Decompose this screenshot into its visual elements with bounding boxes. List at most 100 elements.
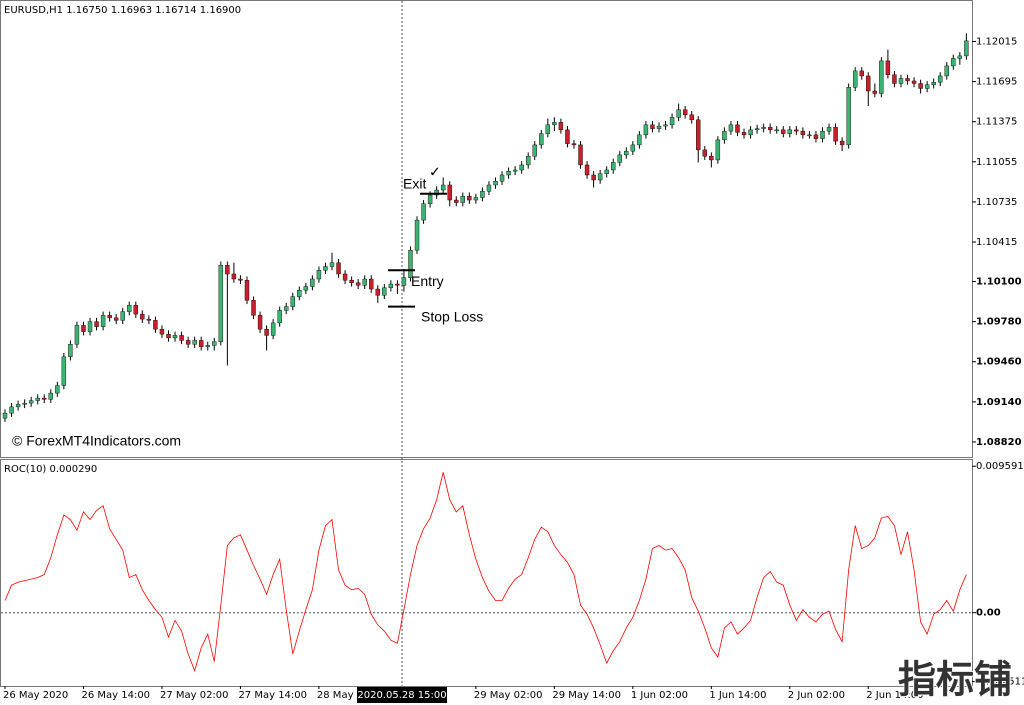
candle-body (624, 150, 629, 156)
candle-body (107, 315, 112, 319)
x-tick-label: 26 May 2020 (3, 690, 68, 701)
check-mark: ✓ (429, 163, 441, 179)
candle-body (42, 397, 47, 400)
candle-body (270, 322, 276, 336)
candle-body (597, 173, 603, 181)
candle-body (558, 122, 564, 131)
candle-body (349, 280, 354, 283)
candle-body (87, 321, 93, 332)
y-tick-label: 1.11055 (976, 157, 1017, 168)
candle-body (748, 129, 753, 136)
candle-body (813, 134, 819, 139)
candle-body (355, 282, 361, 286)
candle-body (395, 283, 400, 286)
candle-body (192, 340, 197, 345)
candle-body (715, 139, 721, 161)
candle-body (388, 283, 394, 288)
x-tick-label: 2 Jun 02:00 (788, 690, 845, 701)
candle-body (820, 130, 825, 139)
candle-body (905, 78, 910, 82)
candle-body (938, 75, 943, 83)
candle-body (526, 155, 531, 166)
candle-body (473, 197, 479, 201)
candle-body (140, 313, 145, 320)
candle-body (853, 70, 858, 88)
candle-body (924, 84, 930, 89)
candle-body (231, 273, 237, 280)
candle-body (486, 184, 492, 192)
candle-body (839, 140, 845, 146)
candle-body (336, 262, 341, 275)
candle-body (807, 134, 812, 137)
candle-body (911, 80, 917, 84)
candle-body (656, 125, 662, 129)
candle-body (512, 169, 518, 172)
candle-body (48, 392, 53, 400)
y-tick-label: 1.08820 (976, 437, 1022, 448)
candle-body (578, 144, 583, 166)
candle-body (28, 400, 34, 404)
candle-body (166, 333, 171, 339)
roc-pane (0, 459, 973, 687)
candle-body (506, 171, 511, 176)
candle-body (146, 318, 152, 321)
candle-body (480, 191, 485, 198)
y-tick-label: 1.10415 (976, 237, 1017, 248)
candle-body (113, 317, 119, 321)
candle-body (794, 129, 799, 132)
candle-body (454, 199, 459, 203)
level-label: Entry (411, 273, 444, 289)
candle-body (800, 130, 806, 136)
candle-body (277, 310, 282, 324)
candle-body (434, 189, 439, 196)
x-tick-label: 29 May 14:00 (552, 690, 621, 701)
candle-body (15, 404, 21, 408)
candle-body (689, 114, 694, 121)
candle-body (440, 184, 446, 191)
candle-body (198, 340, 204, 347)
candle-body (427, 194, 433, 205)
y-tick-label: 1.10100 (976, 277, 1022, 288)
x-tick-label: 27 May 02:00 (160, 690, 229, 701)
candle-body (127, 305, 132, 312)
watermark: 指标铺 (898, 658, 1012, 702)
candle-body (493, 181, 498, 186)
candle-body (81, 325, 86, 332)
candle-body (735, 124, 740, 133)
y-tick-label: 1.09780 (976, 317, 1022, 328)
candle-body (866, 75, 871, 92)
candle-body (467, 196, 472, 201)
candle-body (447, 184, 452, 201)
candle-body (885, 60, 891, 75)
candle-body (519, 164, 524, 171)
x-tick-label: 27 May 14:00 (238, 690, 307, 701)
y-tick-label: 1.10735 (976, 197, 1017, 208)
candle-body (257, 315, 263, 330)
candle-body (251, 300, 256, 316)
candle-body (94, 321, 99, 327)
candle-body (323, 266, 328, 271)
candle-body (696, 119, 701, 151)
candle-body (460, 196, 465, 203)
candle-body (761, 127, 766, 129)
candle-body (2, 412, 8, 419)
candle-body (722, 130, 727, 141)
candle-body (931, 82, 936, 85)
indicator-title: ROC(10) 0.000290 (4, 464, 97, 475)
y-tick-label: 0.009591 (976, 461, 1024, 472)
y-tick-label: 1.09140 (976, 397, 1022, 408)
candle-body (630, 144, 636, 152)
candle-body (702, 149, 707, 157)
candle-body (238, 278, 243, 281)
candle-body (61, 356, 67, 386)
x-tick-label: 1 Jun 02:00 (631, 690, 688, 701)
candle-body (637, 134, 642, 146)
x-tick-label: 29 May 02:00 (474, 690, 543, 701)
candle-body (767, 127, 773, 131)
y-tick-label: 1.12015 (976, 36, 1017, 47)
candle-body (303, 286, 309, 291)
candle-body (898, 78, 904, 84)
candle-body (617, 154, 622, 163)
candle-body (859, 70, 864, 77)
